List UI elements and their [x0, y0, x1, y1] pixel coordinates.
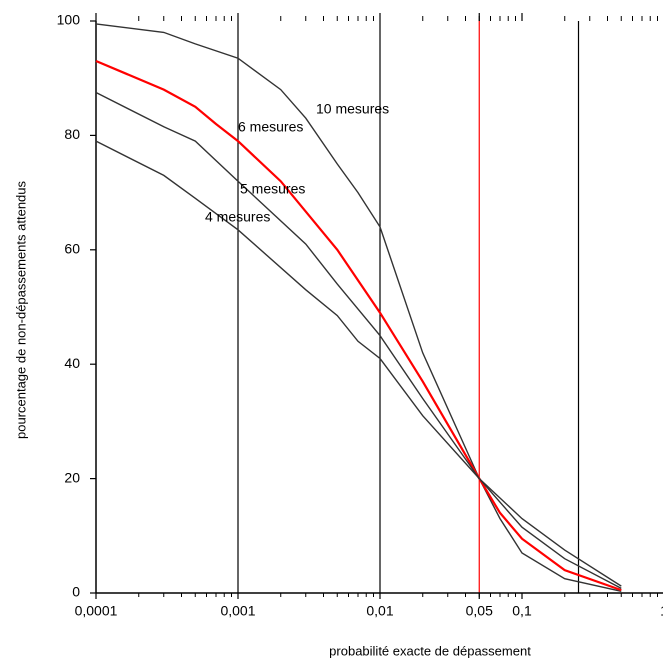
x-tick-label: 0,1 — [512, 603, 532, 619]
x-tick-label: 1 — [660, 603, 663, 619]
series-line — [95, 23, 622, 592]
y-tick-label: 0 — [72, 584, 80, 600]
y-tick-label: 20 — [64, 469, 80, 485]
x-tick-label: 0,01 — [366, 603, 393, 619]
series-label: 5 mesures — [240, 181, 305, 197]
series-line — [95, 59, 622, 592]
series-line — [95, 91, 622, 590]
y-tick-label: 40 — [64, 355, 80, 371]
y-tick-label: 60 — [64, 241, 80, 257]
y-tick-label: 100 — [57, 12, 81, 28]
series-label: 6 mesures — [238, 119, 303, 135]
x-tick-label: 0,0001 — [75, 603, 118, 619]
x-axis-title: probabilité exacte de dépassement — [329, 643, 531, 658]
x-tick-label: 0,05 — [466, 603, 493, 619]
y-axis-title: pourcentage de non-dépassements attendus — [13, 180, 28, 439]
series-label: 10 mesures — [316, 101, 389, 117]
x-tick-label: 0,001 — [220, 603, 255, 619]
series-label: 4 mesures — [205, 209, 270, 225]
series-line — [95, 140, 622, 587]
y-tick-label: 80 — [64, 126, 80, 142]
